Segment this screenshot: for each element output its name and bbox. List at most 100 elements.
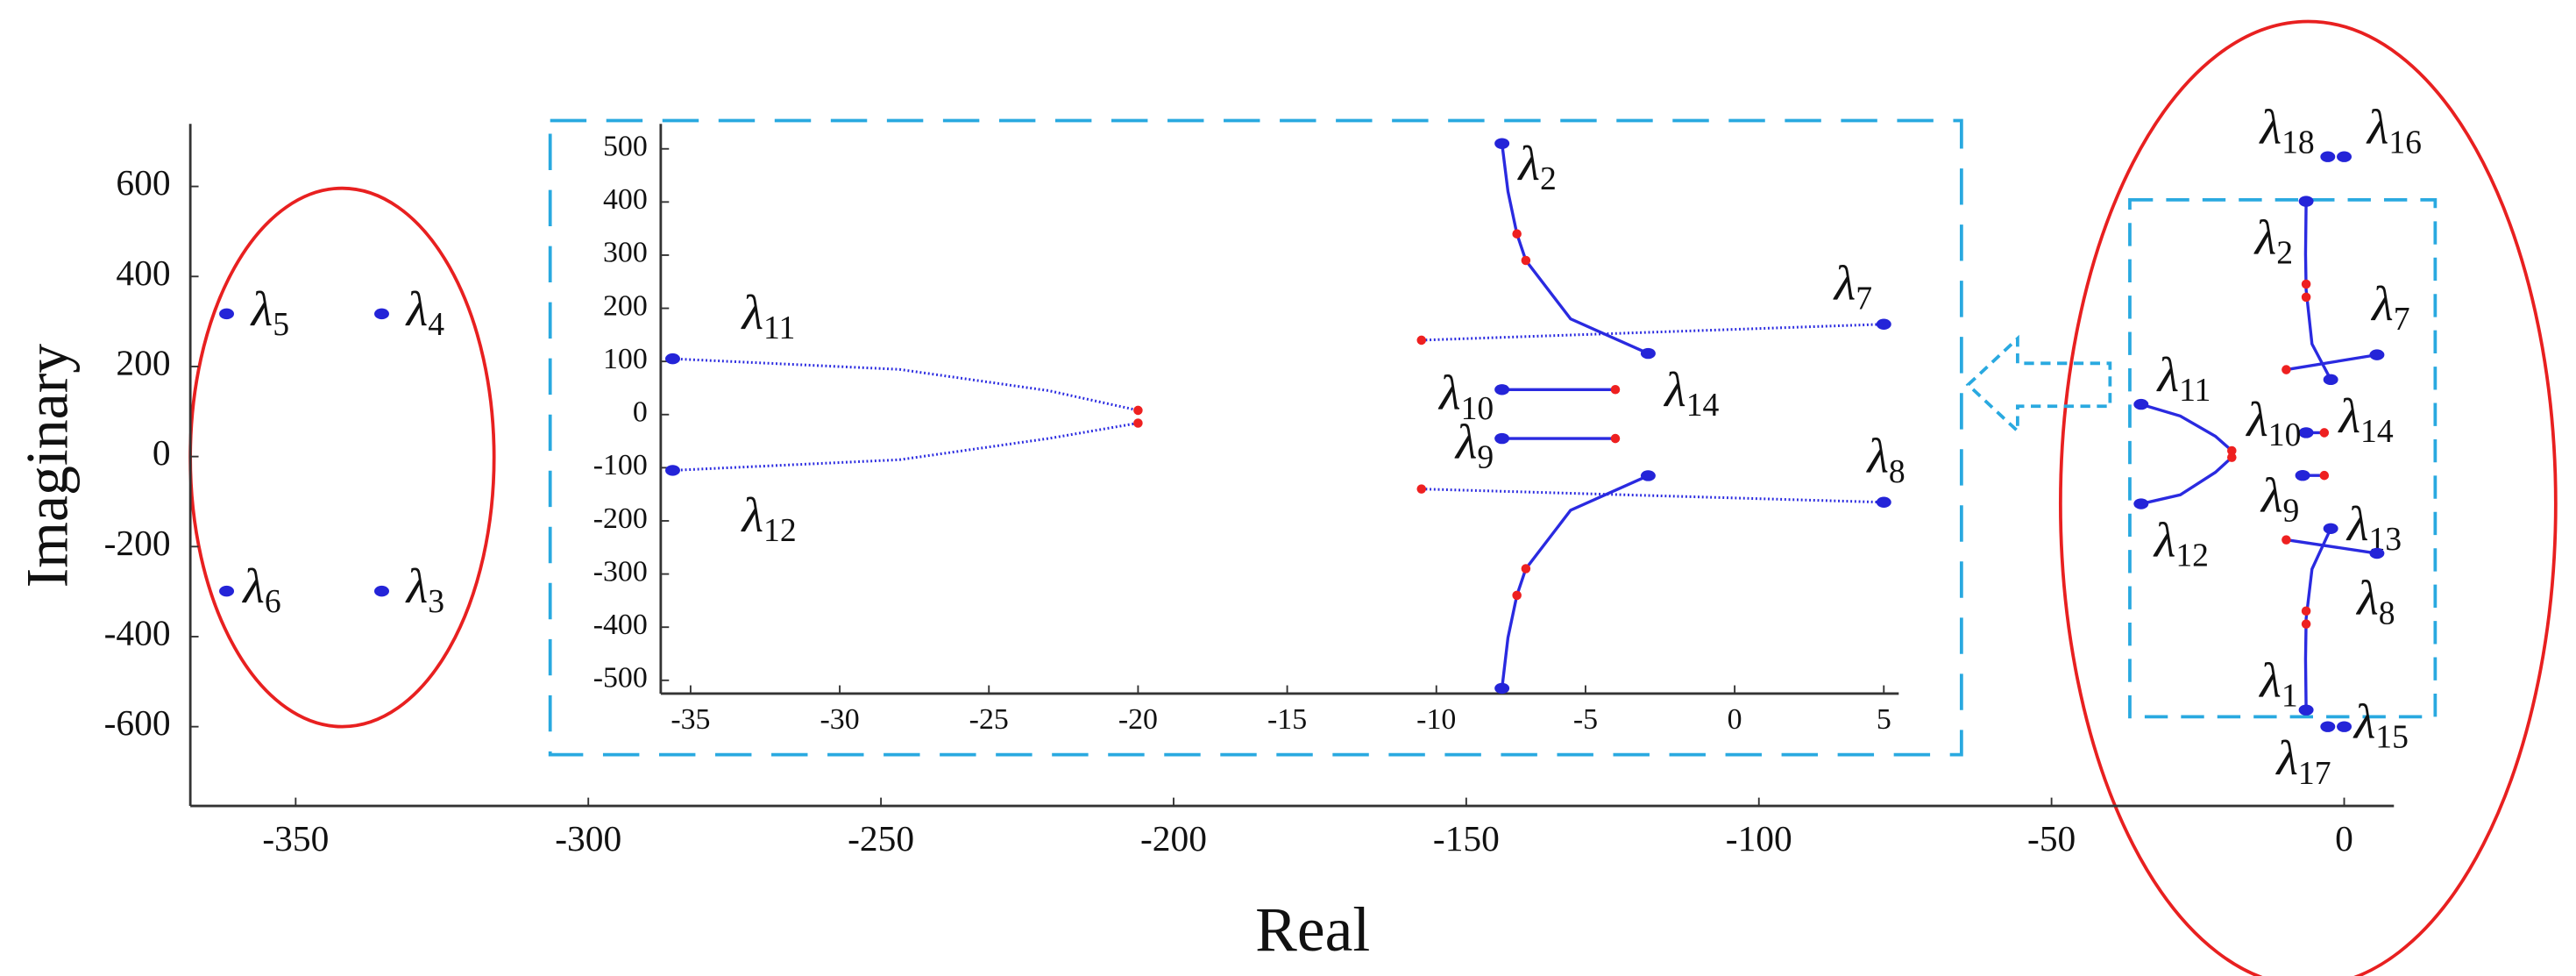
eigenvalue-point <box>1610 433 1621 444</box>
locus-curve <box>2140 456 2233 506</box>
y-tick-label: -500 <box>593 662 648 695</box>
locus-curve <box>2303 528 2332 710</box>
eigenvalue-point <box>2369 349 2385 360</box>
eigenvalue-label: λ11 <box>2156 348 2211 409</box>
eigenvalue-label: λ14 <box>1663 363 1719 424</box>
y-tick-label: 400 <box>603 183 648 216</box>
eigenvalue-label: λ14 <box>2338 389 2394 450</box>
eigenvalue-label: λ8 <box>2355 571 2395 631</box>
symbol: λ <box>2345 497 2368 552</box>
subscript: 8 <box>2379 595 2395 631</box>
eigenvalue-label: λ12 <box>2153 514 2209 574</box>
eigenvalue-point <box>2227 445 2237 456</box>
x-tick-label: -30 <box>820 703 859 736</box>
subscript: 11 <box>2179 372 2211 409</box>
symbol: λ <box>2352 695 2375 750</box>
eigenvalue-label: λ3 <box>405 559 444 620</box>
eigenvalue-point <box>2281 535 2291 545</box>
y-tick-label: 200 <box>116 342 170 382</box>
eigenvalue-point <box>2320 151 2336 162</box>
eigenvalue-point <box>665 465 680 476</box>
y-tick-label: -400 <box>104 613 171 653</box>
x-tick-label: -100 <box>1726 818 1792 858</box>
eigenvalue-point <box>219 308 235 320</box>
y-tick-label: 600 <box>116 162 170 203</box>
y-tick-label: 100 <box>603 343 648 375</box>
eigenvalue-point <box>1494 138 1510 149</box>
y-tick-label: -300 <box>593 555 648 588</box>
symbol: λ <box>2253 211 2276 266</box>
symbol: λ <box>1454 415 1477 469</box>
x-tick-label: -15 <box>1267 703 1307 736</box>
symbol: λ <box>2355 571 2378 625</box>
eigenvalue-point <box>374 308 389 320</box>
x-tick-label: -20 <box>1118 703 1158 736</box>
y-tick-label: 300 <box>603 237 648 269</box>
eigenvalue-point <box>2337 151 2352 162</box>
symbol: λ <box>1865 430 1888 484</box>
eigenvalue-label: λ11 <box>741 286 796 346</box>
y-tick-label: -600 <box>104 702 171 743</box>
eigenvalue-point <box>2298 427 2314 438</box>
symbol: λ <box>2153 514 2175 568</box>
locus-curve <box>1500 474 1650 689</box>
subscript: 2 <box>2276 234 2293 271</box>
zoom-frame <box>2128 197 2438 719</box>
x-tick-label: -35 <box>671 703 710 736</box>
eigenvalue-point <box>1876 318 1891 330</box>
symbol: λ <box>405 282 428 337</box>
eigenvalue-label: λ4 <box>405 282 444 343</box>
subscript: 6 <box>265 583 281 620</box>
eigenvalue-point <box>2301 606 2311 616</box>
subscript: 17 <box>2298 755 2331 792</box>
y-tick-label: -400 <box>593 609 648 641</box>
subscript: 14 <box>2360 413 2394 450</box>
eigenvalue-point <box>1512 229 1522 239</box>
eigenvalue-label: λ17 <box>2274 731 2331 792</box>
locus-curve <box>2140 403 2233 452</box>
x-axis-label: Real <box>1255 895 1370 965</box>
y-tick-label: 400 <box>116 253 170 293</box>
eigenvalue-point <box>2301 279 2311 289</box>
x-tick-label: -350 <box>262 818 329 858</box>
eigenvalue-point <box>2301 619 2311 629</box>
eigenvalue-point <box>2319 470 2330 481</box>
eigenvalue-point <box>2320 721 2336 732</box>
eigenvalue-point <box>2298 704 2314 716</box>
eigenvalue-point <box>2323 523 2338 534</box>
eigenvalue-point <box>1640 470 1656 481</box>
subscript: 18 <box>2281 124 2315 160</box>
symbol: λ <box>1833 256 1856 310</box>
eigenvalue-label: λ2 <box>1516 137 1556 197</box>
eigenvalue-label: λ7 <box>2370 277 2409 338</box>
eigenvalue-point <box>1416 335 1427 346</box>
x-tick-label: -5 <box>1573 703 1598 736</box>
eigenvalue-point <box>374 585 389 597</box>
eigenvalue-label: λ10 <box>2245 393 2301 453</box>
subscript: 10 <box>1461 389 1494 426</box>
eigenvalue-point <box>219 585 235 597</box>
eigenvalue-point <box>665 353 680 365</box>
eigenvalue-point <box>2133 498 2149 509</box>
eigenvalue-point <box>1512 590 1522 601</box>
y-axis-label: Imaginary <box>14 344 80 588</box>
symbol: λ <box>741 488 763 543</box>
eigenvalue-label: λ1 <box>2258 653 2297 714</box>
x-tick-label: -250 <box>848 818 914 858</box>
symbol: λ <box>2260 468 2282 523</box>
locus-curve <box>1421 323 1884 342</box>
symbol: λ <box>1437 367 1460 421</box>
eigenvalue-point <box>1876 496 1891 508</box>
symbol: λ <box>1663 363 1685 417</box>
eigenvalue-label: λ15 <box>2352 695 2409 756</box>
highlight-ellipse <box>188 186 496 729</box>
eigenvalue-point <box>2281 365 2291 374</box>
eigenvalue-point <box>2133 398 2149 410</box>
eigenvalue-point <box>1133 405 1143 416</box>
highlight-ellipse <box>2059 19 2558 976</box>
eigenvalue-label: λ8 <box>1865 430 1905 490</box>
subscript: 10 <box>2268 417 2302 453</box>
eigenvalue-label: λ2 <box>2253 211 2293 272</box>
